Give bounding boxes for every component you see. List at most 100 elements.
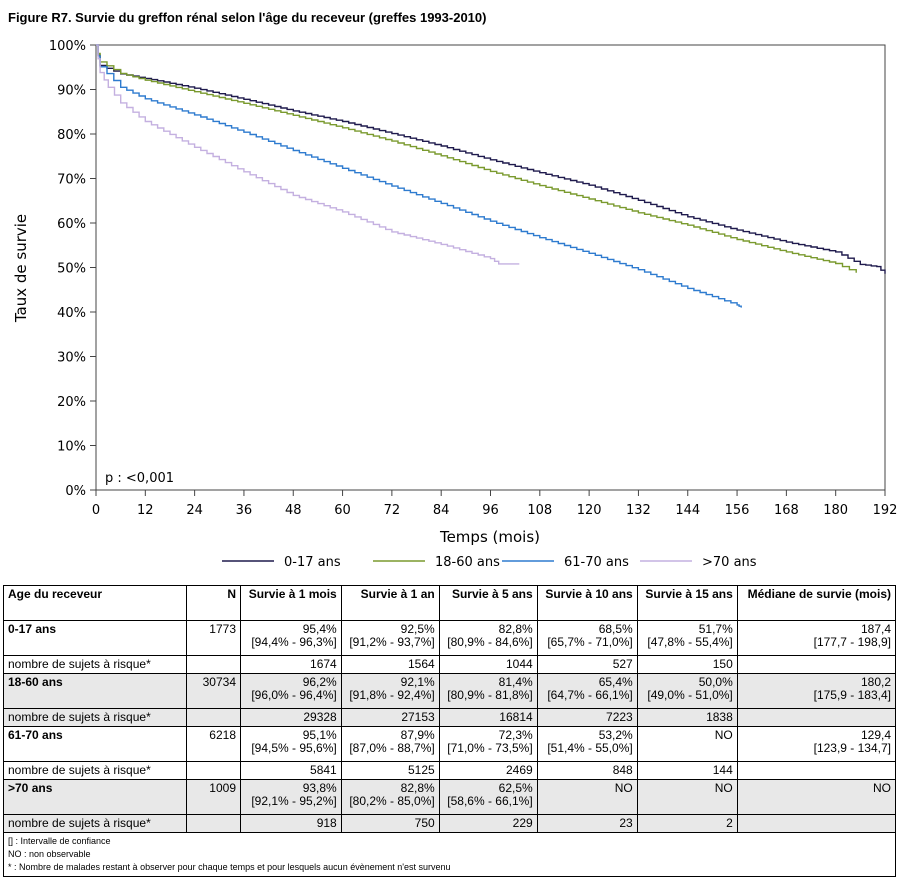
y-tick-label: 70% (57, 173, 86, 188)
legend-label: 0-17 ans (284, 555, 341, 570)
survival-cell: 95,1% [94,5% - 95,6%] (240, 726, 342, 762)
x-tick-label: 192 (873, 503, 898, 518)
y-tick-label: 40% (57, 306, 86, 321)
figure-title: Figure R7. Survie du greffon rénal selon… (8, 10, 487, 25)
survival-cell: 187,4 [177,7 - 198,9] (736, 620, 897, 656)
survival-value: 68,5% (598, 622, 633, 636)
survival-value: 87,9% (400, 728, 435, 742)
y-tick-label: 50% (57, 262, 86, 277)
survival-value: 95,4% (302, 622, 337, 636)
confidence-interval: [91,8% - 92,4%] (349, 688, 435, 702)
at-risk-count: 7223 (536, 708, 638, 727)
x-axis-title: Temps (mois) (439, 528, 540, 546)
at-risk-count: 29328 (240, 708, 342, 727)
survival-chart: 0% 10% 20% 30% 40% 50% 60% 70% 80% 90% 100% 0 12 24 3… (12, 39, 898, 570)
header-survival-5-years: Survie à 5 ans (438, 585, 538, 621)
survival-value: 129,4 (860, 728, 891, 742)
survival-value: 50,0% (698, 675, 733, 689)
survival-cell: 93,8% [92,1% - 95,2%] (240, 779, 342, 815)
survival-value: NO (714, 781, 733, 795)
table-row: >70 ans 1009 93,8% [92,1% - 95,2%] 82,8% [80,… (3, 779, 897, 815)
survival-value: 92,1% (400, 675, 435, 689)
confidence-interval: [87,0% - 88,7%] (349, 741, 435, 755)
survival-cell: 180,2 [175,9 - 183,4] (736, 673, 897, 709)
survival-cell: 72,3% [71,0% - 73,5%] (438, 726, 538, 762)
survival-value: 180,2 (860, 675, 891, 689)
at-risk-row: nombre de sujets à risque* 5841 5125 2469 84… (3, 761, 897, 780)
confidence-interval: [96,0% - 96,4%] (251, 688, 337, 702)
series-line-0 (96, 44, 886, 274)
survival-cell: NO (536, 779, 638, 815)
survival-cell: 68,5% [65,7% - 71,0%] (536, 620, 638, 656)
survival-cell: 87,9% [87,0% - 88,7%] (340, 726, 440, 762)
confidence-interval: [177,7 - 198,9] (813, 635, 891, 649)
table-row: 18-60 ans 30734 96,2% [96,0% - 96,4%] 92,1%[… (3, 673, 897, 709)
x-tick-label: 168 (774, 503, 799, 518)
footnote-ci: [] : Intervalle de confiance (8, 836, 111, 846)
at-risk-row: nombre de sujets à risque* 1674 1564 1044 52… (3, 655, 897, 674)
at-risk-count: 2469 (438, 761, 538, 780)
at-risk-count: 5125 (340, 761, 440, 780)
survival-cell: NO (636, 779, 738, 815)
survival-cell: 129,4 [123,9 - 134,7] (736, 726, 897, 762)
at-risk-label: nombre de sujets à risque* (3, 708, 187, 727)
confidence-interval: [65,7% - 71,0%] (547, 635, 633, 649)
survival-value: 81,4% (498, 675, 533, 689)
x-tick-label: 60 (334, 503, 351, 518)
at-risk-count: 750 (340, 814, 440, 833)
at-risk-count (736, 814, 897, 833)
x-tick-label: 120 (577, 503, 602, 518)
series-line-3 (96, 44, 520, 265)
at-risk-label: nombre de sujets à risque* (3, 761, 187, 780)
header-age: Age du receveur (3, 585, 187, 621)
y-tick-label: 80% (57, 128, 86, 143)
age-group-label: 18-60 ans (3, 673, 187, 709)
at-risk-count (736, 655, 897, 674)
plot-frame (95, 44, 886, 491)
survival-cell: 62,5% [58,6% - 66,1%] (438, 779, 538, 815)
survival-cell: 81,4% [80,9% - 81,8%] (438, 673, 538, 709)
header-survival-1-year: Survie à 1 an (340, 585, 440, 621)
series-lines (96, 44, 886, 308)
y-tick-label: 100% (49, 39, 86, 54)
y-tick-label: 20% (57, 395, 86, 410)
survival-value: 51,7% (698, 622, 733, 636)
n-cell: 1009 (186, 779, 241, 815)
x-tick-label: 96 (482, 503, 499, 518)
series-line-1 (96, 44, 857, 273)
survival-cell: NO (636, 726, 738, 762)
age-group-label: 0-17 ans (3, 620, 187, 656)
at-risk-count: 150 (636, 655, 738, 674)
confidence-interval: [80,2% - 85,0%] (349, 794, 435, 808)
y-tick-label: 0% (65, 484, 86, 499)
table-row: 61-70 ans 6218 95,1% [94,5% - 95,6%] 87,9% [8… (3, 726, 897, 762)
at-risk-count (736, 708, 897, 727)
survival-cell: 92,1% [91,8% - 92,4%] (340, 673, 440, 709)
at-risk-count: 23 (536, 814, 638, 833)
survival-cell: 50,0% [49,0% - 51,0%] (636, 673, 738, 709)
empty-cell (186, 761, 241, 780)
x-tick-label: 84 (433, 503, 450, 518)
at-risk-count: 5841 (240, 761, 342, 780)
y-tick-label: 60% (57, 217, 86, 232)
empty-cell (186, 814, 241, 833)
at-risk-count: 27153 (340, 708, 440, 727)
n-cell: 30734 (186, 673, 241, 709)
legend-label: 18-60 ans (435, 555, 500, 570)
survival-value: 96,2% (302, 675, 337, 689)
at-risk-count: 848 (536, 761, 638, 780)
x-tick-label: 12 (137, 503, 154, 518)
header-survival-10-years: Survie à 10 ans (536, 585, 638, 621)
survival-cell: 53,2% [51,4% - 55,0%] (536, 726, 638, 762)
survival-value: 95,1% (302, 728, 337, 742)
x-tick-label: 180 (823, 503, 848, 518)
y-tick-label: 90% (57, 84, 86, 99)
header-median-survival: Médiane de survie (mois) (736, 585, 897, 621)
age-group-label: 61-70 ans (3, 726, 187, 762)
survival-value: 93,8% (302, 781, 337, 795)
header-survival-1-month: Survie à 1 mois (240, 585, 342, 621)
table-footnotes-row: [] : Intervalle de confiance NO : non ob… (3, 832, 896, 877)
at-risk-row: nombre de sujets à risque* 29328 27153 1681… (3, 708, 897, 727)
at-risk-count: 918 (240, 814, 342, 833)
survival-value: NO (873, 781, 891, 795)
